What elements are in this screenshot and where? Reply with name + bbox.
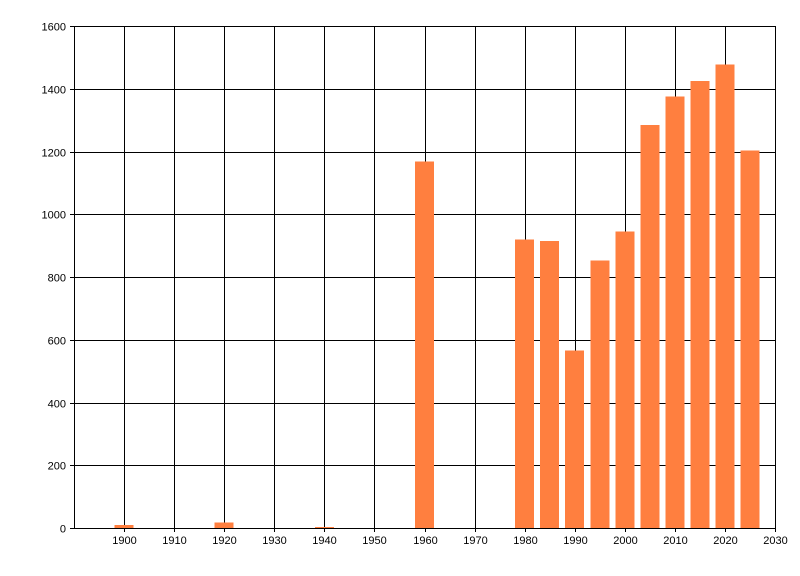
x-tick-label: 2020 — [713, 535, 737, 547]
bar — [415, 161, 434, 528]
y-tick-label: 1200 — [42, 148, 66, 160]
bar-series — [114, 64, 760, 529]
x-tick-label: 1910 — [162, 535, 186, 547]
y-tick-label: 600 — [48, 336, 66, 348]
bar — [565, 350, 585, 528]
bar — [640, 124, 660, 529]
bar — [690, 80, 710, 529]
y-tick-label: 800 — [48, 273, 66, 285]
x-tick-label: 1900 — [112, 535, 136, 547]
bar — [214, 522, 234, 528]
y-tick-label: 0 — [60, 524, 66, 536]
bar — [314, 527, 334, 528]
bar — [540, 240, 560, 528]
x-tick-label: 2000 — [613, 535, 637, 547]
y-tick-label: 200 — [48, 461, 66, 473]
y-tick-label: 1000 — [42, 210, 66, 222]
x-tick-label: 1930 — [262, 535, 286, 547]
x-tick-label: 2030 — [763, 535, 787, 547]
x-tick-label: 1990 — [563, 535, 587, 547]
y-tick-label: 1600 — [42, 22, 66, 34]
x-tick-label: 1980 — [513, 535, 537, 547]
bar — [715, 64, 735, 529]
bar — [615, 231, 635, 528]
bar — [515, 239, 535, 528]
x-tick-label: 1970 — [463, 535, 487, 547]
bar — [665, 96, 685, 528]
x-tick-label: 1940 — [312, 535, 336, 547]
x-tick-label: 1920 — [212, 535, 236, 547]
x-tick-labels: 1900 1910 1920 1930 1940 1950 1960 1970 1980 1990… — [112, 535, 787, 547]
bar — [590, 260, 610, 528]
y-tick-labels: 0 200 400 600 800 1000 1200 1400 1600 — [42, 22, 66, 536]
axes — [74, 26, 775, 529]
x-tick-label: 1960 — [413, 535, 437, 547]
bar — [740, 150, 760, 528]
bar — [114, 524, 134, 528]
y-tick-label: 400 — [48, 399, 66, 411]
x-tick-label: 1950 — [362, 535, 386, 547]
x-tick-label: 2010 — [663, 535, 687, 547]
y-tick-label: 1400 — [42, 85, 66, 97]
